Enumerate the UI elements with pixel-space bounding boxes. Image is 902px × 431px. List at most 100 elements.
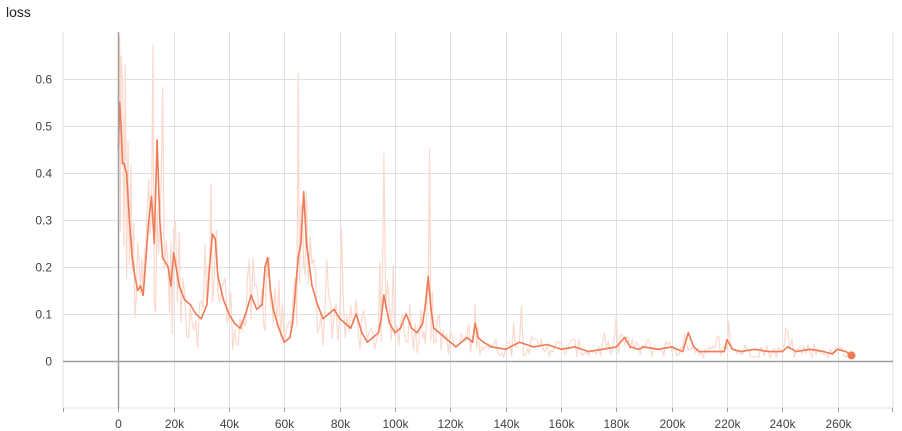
data-point bbox=[302, 191, 305, 193]
data-point bbox=[233, 322, 236, 325]
data-point bbox=[504, 348, 507, 351]
x-tick-label: 200k bbox=[659, 417, 686, 431]
data-point bbox=[206, 303, 208, 306]
data-point bbox=[372, 336, 374, 339]
data-point bbox=[136, 289, 139, 292]
data-point bbox=[150, 195, 153, 198]
data-point bbox=[170, 285, 172, 287]
data-point bbox=[643, 346, 645, 348]
data-point bbox=[845, 350, 847, 353]
data-point bbox=[159, 219, 161, 221]
data-point bbox=[449, 341, 452, 344]
data-point bbox=[455, 346, 457, 348]
y-tick-label: 0.5 bbox=[35, 120, 52, 134]
data-point bbox=[189, 303, 192, 306]
data-point bbox=[574, 346, 576, 348]
y-tick-label: 0.6 bbox=[35, 73, 52, 87]
x-tick-label: 180k bbox=[603, 417, 630, 431]
x-tick-label: 120k bbox=[437, 417, 464, 431]
data-point bbox=[139, 285, 142, 287]
data-point bbox=[416, 332, 418, 334]
data-point bbox=[266, 256, 269, 259]
x-tick-label: 40k bbox=[220, 417, 240, 431]
data-point bbox=[291, 322, 294, 325]
data-point bbox=[460, 341, 463, 344]
data-point bbox=[297, 256, 300, 259]
data-point bbox=[183, 299, 186, 301]
data-point bbox=[148, 219, 150, 221]
y-tick-label: 0.1 bbox=[35, 308, 52, 322]
data-point bbox=[637, 348, 640, 351]
data-point bbox=[255, 308, 258, 311]
data-point bbox=[474, 322, 477, 325]
data-point bbox=[380, 317, 383, 320]
data-point bbox=[283, 341, 286, 344]
data-point bbox=[388, 322, 391, 325]
data-point bbox=[723, 350, 725, 353]
chart-title: loss bbox=[6, 4, 31, 20]
data-point bbox=[444, 336, 446, 339]
data-point bbox=[438, 332, 441, 334]
data-point bbox=[615, 346, 618, 348]
data-point bbox=[156, 139, 158, 141]
data-point bbox=[131, 256, 133, 259]
data-point bbox=[629, 346, 631, 348]
data-point bbox=[172, 252, 175, 254]
data-point bbox=[836, 348, 839, 351]
x-tick-label: 0 bbox=[115, 417, 122, 431]
data-point bbox=[120, 125, 122, 127]
data-point bbox=[269, 289, 272, 292]
x-tick-label: 100k bbox=[382, 417, 409, 431]
data-point bbox=[123, 162, 125, 165]
data-point bbox=[239, 327, 241, 329]
data-point bbox=[587, 350, 590, 353]
x-tick-label: 80k bbox=[331, 417, 351, 431]
data-point bbox=[623, 336, 626, 339]
data-point bbox=[693, 346, 695, 348]
x-tick-label: 20k bbox=[165, 417, 185, 431]
data-point bbox=[361, 332, 363, 334]
data-point bbox=[366, 341, 369, 344]
data-point bbox=[491, 346, 493, 348]
data-point bbox=[809, 348, 811, 351]
data-point bbox=[712, 350, 714, 353]
data-point bbox=[211, 233, 214, 235]
y-tick-label: 0.3 bbox=[35, 214, 52, 228]
x-tick-label: 240k bbox=[769, 417, 796, 431]
data-point bbox=[344, 322, 347, 325]
data-point bbox=[681, 350, 684, 353]
data-point bbox=[121, 162, 124, 165]
data-point bbox=[753, 348, 756, 351]
x-tick-label: 160k bbox=[548, 417, 575, 431]
raw-series-line bbox=[117, 35, 851, 359]
data-point bbox=[670, 346, 673, 348]
data-point bbox=[424, 303, 427, 306]
data-point bbox=[394, 332, 396, 334]
x-tick-label: 60k bbox=[275, 417, 295, 431]
data-point bbox=[427, 275, 430, 278]
data-point bbox=[327, 313, 330, 315]
data-point bbox=[471, 341, 474, 344]
x-tick-label: 260k bbox=[825, 417, 852, 431]
data-point bbox=[161, 256, 164, 259]
y-tick-label: 0.2 bbox=[35, 261, 52, 275]
x-tick-label: 140k bbox=[493, 417, 520, 431]
data-point bbox=[355, 313, 358, 315]
data-point bbox=[767, 350, 770, 353]
data-point bbox=[305, 242, 308, 245]
data-point bbox=[311, 285, 313, 287]
data-point bbox=[228, 313, 230, 315]
tick-labels: 0 0.1 0.2 0.3 0.4 0.5 0.6 0 20k 40k 60k 80k 100k 120k… bbox=[35, 73, 852, 431]
data-point bbox=[421, 322, 424, 325]
data-point bbox=[167, 266, 169, 268]
data-point bbox=[250, 294, 252, 297]
y-tick-label: 0 bbox=[45, 355, 52, 369]
data-point bbox=[405, 313, 407, 315]
data-point bbox=[300, 242, 302, 245]
smoothed-series bbox=[117, 101, 856, 360]
data-point bbox=[200, 317, 203, 320]
data-point bbox=[477, 336, 479, 339]
data-point bbox=[731, 348, 734, 351]
data-point bbox=[795, 350, 797, 353]
